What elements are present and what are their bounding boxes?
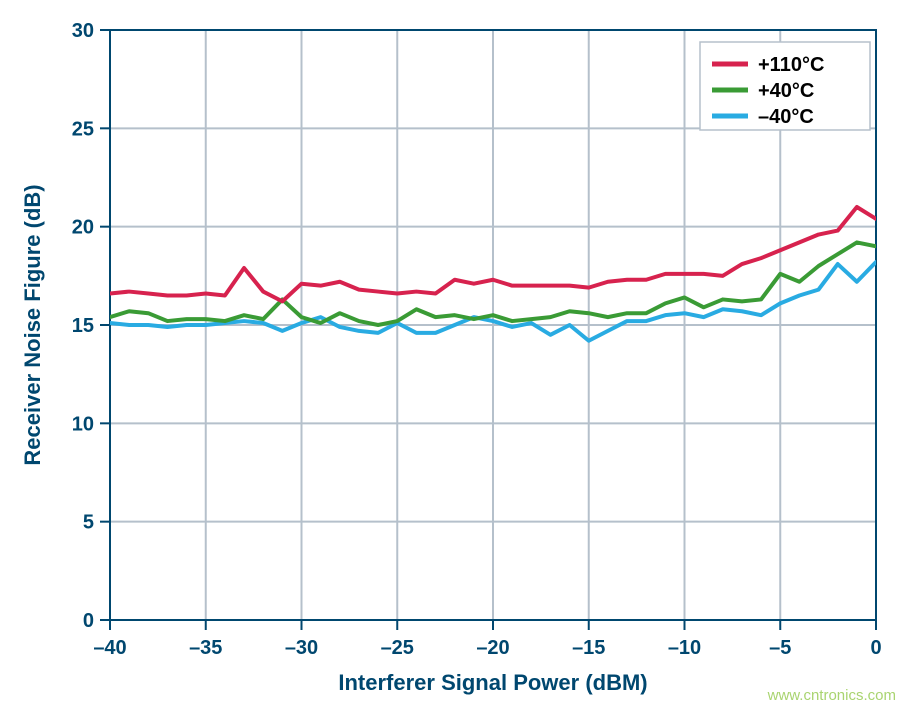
x-tick-label: –10: [668, 637, 701, 659]
x-tick-label: –5: [769, 637, 791, 659]
y-tick-label: 25: [72, 118, 94, 140]
x-tick-label: –15: [572, 637, 605, 659]
noise-figure-chart: –40 –35 –30 –25 –20 –15 –10 –5 0 0 5 10 15 20 25 30 Inte…: [0, 0, 906, 718]
legend-label: +40°C: [758, 80, 814, 102]
legend-label: –40°C: [758, 106, 814, 128]
y-tick-label: 30: [72, 20, 94, 42]
x-tick-label: –20: [476, 637, 509, 659]
x-tick-label: –35: [189, 637, 222, 659]
y-tick-label: 20: [72, 217, 94, 239]
watermark: www.cntronics.com: [767, 687, 896, 704]
x-tick-label: –40: [93, 637, 126, 659]
y-tick-label: 15: [72, 315, 94, 337]
x-tick-label: 0: [870, 637, 881, 659]
x-tick-label: –30: [285, 637, 318, 659]
y-tick-label: 0: [83, 610, 94, 632]
legend-label: +110°C: [758, 54, 824, 76]
y-tick-label: 5: [83, 512, 94, 534]
x-tick-label: –25: [381, 637, 414, 659]
x-axis-title: Interferer Signal Power (dBM): [338, 670, 647, 695]
y-tick-label: 10: [72, 413, 94, 435]
y-axis-title: Receiver Noise Figure (dB): [20, 184, 45, 465]
